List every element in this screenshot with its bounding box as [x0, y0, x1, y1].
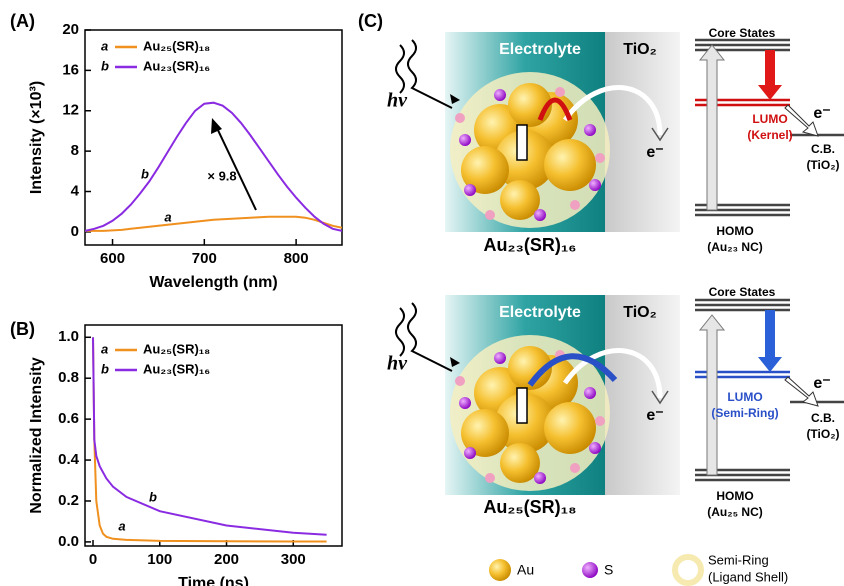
cell-top	[396, 32, 680, 232]
x-tick-label: 0	[89, 551, 97, 568]
legend-label: Au₂₅(SR)₁₈	[143, 341, 210, 356]
label: (Semi-Ring)	[711, 406, 778, 420]
y-tick-label: 20	[62, 21, 79, 38]
label: e⁻	[813, 375, 830, 392]
label: LUMO	[752, 112, 787, 126]
x-tick-label: 200	[214, 551, 239, 568]
label: LUMO	[727, 390, 762, 404]
annotation-arrow-head	[211, 118, 222, 134]
label: Electrolyte	[499, 41, 581, 58]
label: TiO₂	[623, 41, 656, 58]
legend-label: (Ligand Shell)	[708, 569, 788, 584]
label: HOMO	[716, 224, 753, 238]
excite-arrow	[700, 315, 724, 475]
label: Core States	[709, 285, 776, 299]
figure: (C) Electrolyte TiO₂ hν e⁻ Au₂₃(SR)₁₆ Co…	[0, 0, 844, 586]
label: C.B.	[811, 142, 835, 156]
legend-label: Semi-Ring	[708, 552, 769, 567]
y-tick-label: 8	[71, 142, 79, 159]
plot-frame	[85, 325, 342, 546]
x-axis-title: Wavelength (nm)	[149, 274, 277, 291]
series-line	[85, 217, 342, 231]
label: (TiO₂)	[806, 158, 839, 172]
label: (Au₂₃ NC)	[707, 240, 763, 254]
label: (Kernel)	[747, 128, 792, 142]
legend-label: Au₂₅(SR)₁₈	[143, 38, 210, 53]
y-tick-label: 16	[62, 61, 79, 78]
x-tick-label: 100	[147, 551, 172, 568]
x-tick-label: 700	[192, 250, 217, 267]
legend-label: S	[604, 562, 613, 578]
schematic-legend: Au S Semi-Ring (Ligand Shell)	[517, 552, 788, 584]
legend-label: Au	[517, 562, 534, 578]
y-tick-label: 0	[71, 223, 79, 240]
label: Au₂₅(SR)₁₈	[483, 497, 576, 517]
y-tick-label: 0.2	[58, 492, 79, 509]
au-icon	[489, 559, 511, 581]
excite-arrow	[700, 45, 724, 210]
panel-label: (A)	[10, 11, 35, 31]
legend-label: Au₂₃(SR)₁₆	[143, 58, 210, 73]
label: TiO₂	[623, 304, 656, 321]
x-tick-label: 600	[100, 250, 125, 267]
y-tick-label: 4	[71, 182, 80, 199]
legend-key: a	[101, 38, 108, 53]
x-axis-title: Time (ns)	[178, 575, 249, 586]
legend-key: b	[101, 361, 109, 376]
label: e⁻	[646, 144, 663, 161]
label: C.B.	[811, 411, 835, 425]
y-tick-label: 12	[62, 102, 79, 119]
relax-arrow	[758, 310, 782, 372]
label: Au₂₃(SR)₁₆	[484, 235, 577, 255]
series-label: a	[164, 209, 171, 224]
y-tick-label: 0.8	[58, 369, 79, 386]
x-tick-label: 800	[284, 250, 309, 267]
y-axis-title: Normalized Intensity	[28, 357, 45, 514]
label: hν	[387, 90, 408, 112]
ring-icon	[675, 557, 701, 583]
x-tick-label: 300	[281, 551, 306, 568]
panel-label: (C)	[358, 11, 383, 31]
annotation: × 9.8	[207, 168, 236, 183]
series-label: a	[118, 518, 125, 533]
legend-label: Au₂₃(SR)₁₆	[143, 361, 210, 376]
label: HOMO	[716, 489, 753, 503]
y-tick-label: 0.4	[58, 451, 80, 468]
legend-key: a	[101, 341, 108, 356]
series-label: b	[141, 166, 149, 181]
y-axis-title: Intensity (×10³)	[28, 81, 45, 194]
s-icon	[582, 562, 598, 578]
y-tick-label: 0.6	[58, 410, 79, 427]
legend-key: b	[101, 58, 109, 73]
label: Core States	[709, 26, 776, 40]
panel-label: (B)	[10, 319, 35, 339]
label: Electrolyte	[499, 304, 581, 321]
label: (TiO₂)	[806, 427, 839, 441]
label: (Au₂₅ NC)	[707, 505, 763, 519]
cell-bottom	[396, 295, 680, 495]
series-label: b	[149, 489, 157, 504]
y-tick-label: 0.0	[58, 533, 79, 550]
label: e⁻	[646, 407, 663, 424]
label: hν	[387, 353, 408, 375]
label: e⁻	[813, 105, 830, 122]
y-tick-label: 1.0	[58, 328, 79, 345]
relax-arrow	[758, 50, 782, 100]
